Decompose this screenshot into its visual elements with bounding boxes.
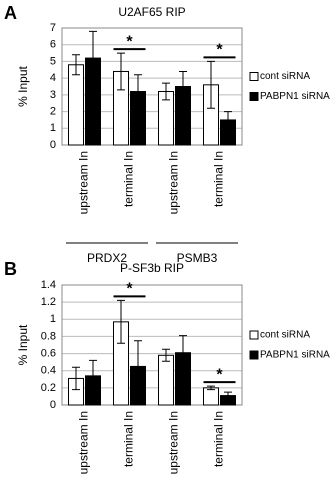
y-tick-label: 0 — [50, 139, 56, 151]
x-tick-label: terminal In — [122, 411, 136, 467]
x-tick-label: upstream In — [77, 411, 91, 474]
chart-title: U2AF65 RIP — [118, 5, 185, 19]
group-label: PSMB3 — [177, 251, 218, 265]
error-bar — [117, 52, 125, 91]
chart-title: P-SF3b RIP — [120, 261, 184, 275]
legend-label: PABPN1 siRNA — [260, 91, 330, 102]
error-bar — [117, 299, 125, 344]
error-bar — [134, 340, 142, 393]
y-tick-label: 0 — [50, 399, 56, 411]
x-tick-label: upstream In — [77, 151, 91, 214]
x-tick-label: terminal In — [212, 151, 226, 207]
significance-label: * — [216, 366, 223, 383]
y-tick-label: 6 — [50, 39, 56, 51]
error-bar — [207, 385, 215, 391]
y-tick-label: 1 — [50, 122, 56, 134]
error-bar — [89, 359, 97, 392]
y-tick-label: 1.2 — [41, 296, 56, 308]
y-tick-label: 3 — [50, 89, 56, 101]
plot-frame — [61, 284, 243, 406]
legend-swatch — [249, 350, 259, 360]
y-tick-label: 5 — [50, 55, 56, 67]
significance-label: * — [126, 33, 133, 50]
group-label: PRDX2 — [87, 251, 127, 265]
legend-label: cont siRNA — [260, 71, 310, 82]
y-tick-label: 1.4 — [41, 279, 56, 291]
x-tick-label: terminal In — [212, 411, 226, 467]
error-bar — [224, 391, 232, 400]
bar — [158, 354, 174, 406]
error-bar — [72, 366, 80, 391]
error-bar — [162, 348, 170, 362]
panel-label: A — [4, 3, 17, 23]
error-bar — [179, 70, 187, 103]
error-bar — [179, 335, 187, 371]
legend-swatch — [249, 72, 259, 81]
error-bar — [134, 74, 142, 109]
y-tick-label: 0.6 — [41, 347, 56, 359]
y-tick-label: 0.2 — [41, 382, 56, 394]
y-tick-label: 0.4 — [41, 365, 56, 377]
panel-label: B — [4, 259, 17, 279]
legend-swatch — [249, 92, 259, 101]
error-bar — [207, 60, 215, 109]
error-bar — [89, 30, 97, 86]
error-bar — [72, 54, 80, 76]
legend-swatch — [249, 330, 259, 340]
significance-label: * — [126, 281, 133, 298]
y-tick-label: 1 — [50, 313, 56, 325]
y-axis-label: % Input — [16, 65, 30, 106]
legend-label: PABPN1 siRNA — [260, 350, 330, 361]
y-tick-label: 0.8 — [41, 330, 56, 342]
y-tick-label: 2 — [50, 105, 56, 117]
x-tick-label: terminal In — [122, 151, 136, 207]
error-bar — [224, 111, 232, 129]
bar — [68, 64, 84, 146]
x-tick-label: upstream In — [167, 151, 181, 214]
significance-label: * — [216, 42, 223, 59]
x-tick-label: upstream In — [167, 411, 181, 474]
legend-label: cont siRNA — [260, 330, 310, 341]
y-tick-label: 4 — [50, 72, 56, 84]
error-bar — [162, 82, 170, 101]
bar — [203, 387, 219, 406]
y-tick-label: 7 — [50, 22, 56, 34]
y-axis-label: % Input — [16, 324, 30, 365]
plot-frame — [61, 27, 243, 146]
